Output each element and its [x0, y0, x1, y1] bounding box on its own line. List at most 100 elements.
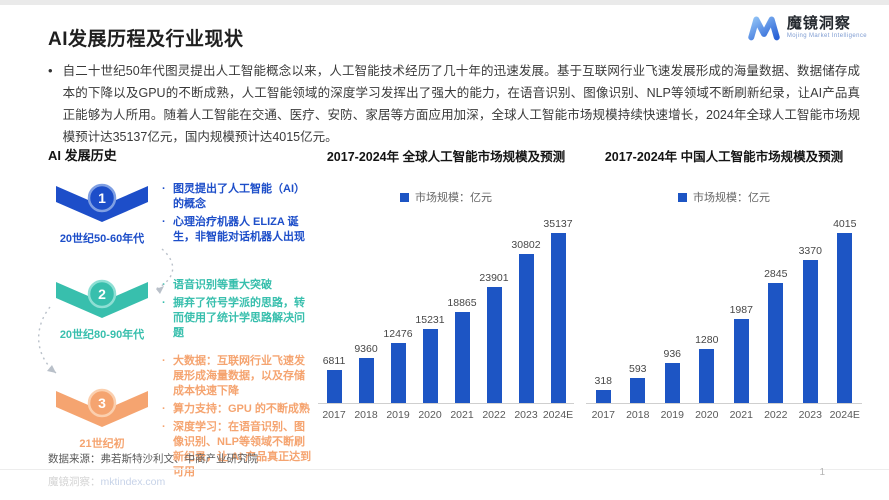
bar-cell: 2845 [759, 268, 794, 403]
bar [326, 370, 342, 403]
chart-legend-china: 市场规模：亿元 [586, 189, 862, 205]
x-axis-tick-label: 2022 [482, 409, 506, 421]
bar-value-label: 2845 [764, 268, 788, 280]
x-axis-tick-label: 2024E [542, 409, 574, 421]
bar-value-label: 15231 [415, 314, 445, 326]
x-axis-labels-global: 2017 2018 2019 2020 2021 2022 2023 2024E [318, 409, 574, 421]
x-axis-tick-label: 2018 [626, 409, 650, 421]
logo-tagline: Mojing Market Intelligence [786, 32, 867, 39]
stage-2-items: 语音识别等重大突破摒弃了符号学派的思路，转而使用了统计学思路解决问题 [162, 278, 314, 344]
page-number: 1 [819, 467, 825, 478]
bar-cell: 15231 [414, 314, 446, 403]
bar [595, 390, 611, 403]
timeline-bullet: 算力支持：GPU 的不断成熟 [162, 402, 314, 417]
bar-cell: 4015 [828, 218, 863, 403]
stage-3-era-label: 21世纪初 [79, 437, 125, 450]
bar-cell: 12476 [382, 328, 414, 403]
legend-swatch-icon [400, 192, 409, 202]
stage-1-items: 图灵提出了人工智能（AI）的概念心理治疗机器人 ELIZA 诞生，非智能对话机器… [162, 182, 314, 248]
timeline-bullet: 大数据：互联网行业飞速发展形成海量数据，以及存储成本快速下降 [162, 354, 314, 399]
bar-value-label: 23901 [479, 272, 509, 284]
stage-2-chevron-icon: 2 [56, 279, 148, 318]
stage-1-chevron-icon: 1 [56, 183, 148, 222]
chart-title-global: 2017-2024年 全球人工智能市场规模及预测 [326, 150, 566, 164]
bar-cell: 1987 [724, 304, 759, 403]
chart-global-ai-market: 2017-2024年 全球人工智能市场规模及预测 市场规模：亿元 6811 936… [318, 146, 574, 421]
stage-3-chevron-icon: 3 [56, 388, 148, 427]
bar-value-label: 1987 [729, 304, 753, 316]
chart-title-china: 2017-2024年 中国人工智能市场规模及预测 [604, 150, 844, 164]
bar-value-label: 9360 [354, 343, 378, 355]
timeline-bullet: 语音识别等重大突破 [162, 278, 314, 293]
bar-cell: 593 [621, 363, 656, 403]
chart-china-ai-market: 2017-2024年 中国人工智能市场规模及预测 市场规模：亿元 318 593 9… [586, 146, 862, 421]
x-axis-tick-label: 2021 [450, 409, 474, 421]
x-axis-tick-label: 2022 [764, 409, 788, 421]
bar-value-label: 593 [628, 363, 647, 375]
x-axis-tick-label: 2017 [322, 409, 346, 421]
bar-cell: 30802 [510, 239, 542, 403]
bar [733, 319, 749, 403]
bar-cell: 3370 [793, 245, 828, 403]
bar [699, 349, 715, 403]
bar-value-label: 35137 [543, 218, 573, 230]
bar-cell: 318 [586, 375, 621, 403]
bar-value-label: 6811 [322, 355, 346, 367]
footer-divider [0, 469, 889, 470]
bar-cell: 18865 [446, 297, 478, 403]
bar-value-label: 18865 [447, 297, 477, 309]
intro-text: 自二十世纪50年代图灵提出人工智能概念以来，人工智能技术经历了几十年的迅速发展。… [62, 64, 860, 144]
bar [422, 329, 438, 403]
page-title: AI发展历程及行业现状 [48, 29, 244, 50]
timeline-bullet: 深度学习：在语音识别、图像识别、NLP等领域不断刷新纪录，让 AI 产品真正达到… [162, 420, 314, 480]
bar [768, 283, 784, 403]
stage-2-era-label: 20世纪80-90年代 [59, 329, 145, 341]
bar-cell: 6811 [318, 355, 350, 403]
bar-cell: 23901 [478, 272, 510, 403]
data-source-note: 数据来源：弗若斯特沙利文、中商产业研究院 [48, 453, 258, 465]
logo-name: 魔镜洞察 [786, 15, 851, 33]
x-axis-tick-label: 2021 [729, 409, 753, 421]
timeline-bullet: 心理治疗机器人 ELIZA 诞生，非智能对话机器人出现 [162, 215, 314, 245]
intro-paragraph: • 自二十世纪50年代图灵提出人工智能概念以来，人工智能技术经历了几十年的迅速发… [48, 60, 860, 148]
x-axis-tick-label: 2019 [660, 409, 684, 421]
watermark-link: mktindex.com [100, 476, 166, 488]
bar-cell: 1280 [690, 334, 725, 403]
legend-label: 市场规模：亿元 [693, 192, 770, 204]
bar-cell: 936 [655, 348, 690, 403]
timeline-bullet: 图灵提出了人工智能（AI）的概念 [162, 182, 314, 212]
svg-text:3: 3 [98, 395, 106, 411]
legend-swatch-icon [678, 192, 687, 202]
timeline-stage-3: 3 21世纪初 大数据：互联网行业飞速发展形成海量数据，以及存储成本快速下降算力… [48, 350, 314, 483]
timeline-section: AI 发展历史 1 20世纪50-60年代 图灵提出了人工智能（AI）的概念心理… [38, 145, 314, 478]
bar [358, 358, 374, 403]
x-axis-tick-label: 2024E [829, 409, 860, 421]
bar [486, 287, 502, 403]
timeline-stage-2: 2 20世纪80-90年代 语音识别等重大突破摒弃了符号学派的思路，转而使用了统… [48, 274, 314, 344]
bar-value-label: 3370 [798, 245, 822, 257]
svg-text:1: 1 [98, 190, 106, 206]
x-axis-china [586, 403, 862, 404]
x-axis-global [318, 403, 574, 404]
svg-text:2: 2 [98, 286, 106, 302]
brand-logo: 魔镜洞察 Mojing Market Intelligence [747, 14, 867, 42]
x-axis-tick-label: 2020 [418, 409, 442, 421]
stage-3-items: 大数据：互联网行业飞速发展形成海量数据，以及存储成本快速下降算力支持：GPU 的… [162, 354, 314, 483]
timeline-bullet: 摒弃了符号学派的思路，转而使用了统计学思路解决问题 [162, 296, 314, 341]
logo-m-icon [748, 16, 780, 41]
intro-bullet-marker: • [48, 63, 53, 78]
bars-area-china: 318 593 936 1280 1987 2845 3370 4015 [586, 211, 862, 403]
watermark: 魔镜洞察：mktindex.com [48, 474, 165, 489]
bar [630, 378, 646, 403]
bars-area-global: 6811 9360 12476 15231 18865 23901 30802 35137 [318, 211, 574, 403]
x-axis-tick-label: 2017 [591, 409, 615, 421]
bar-value-label: 30802 [511, 239, 541, 251]
bar [390, 343, 406, 403]
x-axis-tick-label: 2023 [798, 409, 822, 421]
timeline-heading: AI 发展历史 [48, 148, 117, 163]
bar [664, 363, 680, 403]
chart-legend-global: 市场规模：亿元 [318, 189, 574, 205]
bar [550, 233, 566, 403]
bar [518, 254, 534, 403]
bar-cell: 9360 [350, 343, 382, 403]
